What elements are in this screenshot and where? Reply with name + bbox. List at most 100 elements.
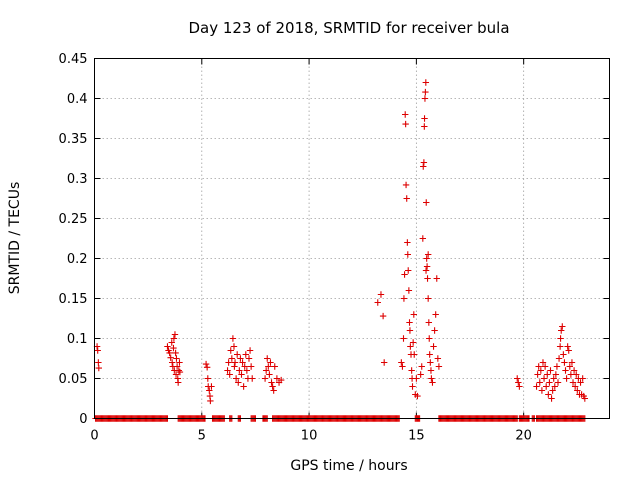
data-point xyxy=(411,351,418,358)
data-point xyxy=(266,371,273,378)
data-point xyxy=(168,359,176,366)
data-point xyxy=(208,383,215,390)
data-point xyxy=(544,371,551,378)
data-point xyxy=(546,379,553,386)
data-point xyxy=(557,335,564,342)
y-tick-label: 0.45 xyxy=(59,52,88,67)
data-point xyxy=(515,379,522,386)
data-point xyxy=(574,387,581,394)
plot-frame xyxy=(94,58,610,419)
data-point xyxy=(577,379,584,386)
data-point xyxy=(172,371,180,378)
data-point xyxy=(226,371,233,378)
data-point xyxy=(174,379,182,386)
data-point xyxy=(426,335,433,342)
data-point xyxy=(408,367,415,374)
data-point xyxy=(228,355,236,362)
y-tick-label: 0.3 xyxy=(67,172,88,187)
data-point xyxy=(539,359,547,366)
data-point xyxy=(571,383,579,390)
data-point xyxy=(563,375,570,382)
data-point xyxy=(569,379,577,386)
data-point xyxy=(561,359,568,366)
data-point xyxy=(423,199,430,206)
data-point xyxy=(565,347,572,354)
data-point xyxy=(431,327,438,334)
data-point xyxy=(206,387,213,394)
data-point xyxy=(514,375,521,382)
data-points xyxy=(92,79,589,422)
data-point xyxy=(573,371,580,378)
data-point xyxy=(564,343,571,350)
data-point xyxy=(404,251,411,258)
data-point xyxy=(558,327,565,334)
data-point xyxy=(270,387,277,394)
data-point xyxy=(433,275,440,282)
data-point xyxy=(429,379,436,386)
data-point xyxy=(173,363,181,370)
data-point xyxy=(231,363,238,370)
data-point xyxy=(547,367,554,374)
data-point xyxy=(420,163,427,170)
data-point xyxy=(401,271,408,278)
data-point xyxy=(170,335,178,342)
data-point xyxy=(400,335,407,342)
data-point xyxy=(203,364,211,371)
data-point xyxy=(423,263,431,270)
x-tick-label: 15 xyxy=(408,429,425,444)
data-point xyxy=(172,349,179,357)
data-point xyxy=(402,120,409,128)
data-point xyxy=(204,375,211,382)
data-point xyxy=(549,387,556,394)
data-point xyxy=(168,339,175,346)
data-point xyxy=(207,397,214,405)
data-point xyxy=(516,383,523,390)
data-point xyxy=(422,79,430,86)
data-point xyxy=(405,267,412,274)
data-point xyxy=(94,347,101,354)
data-point xyxy=(534,371,541,378)
data-point xyxy=(552,371,560,378)
data-point xyxy=(422,88,429,96)
data-point xyxy=(555,355,563,362)
x-tick-label: 10 xyxy=(301,429,318,444)
y-tick-label: 0.1 xyxy=(67,332,88,347)
data-point xyxy=(400,295,408,302)
data-point xyxy=(409,383,416,390)
data-point xyxy=(202,360,210,368)
data-point xyxy=(173,355,180,362)
x-tick-label: 0 xyxy=(90,429,98,444)
data-point xyxy=(553,363,561,370)
data-point xyxy=(167,354,174,361)
data-point xyxy=(581,395,589,402)
data-point xyxy=(407,343,414,350)
data-point xyxy=(420,159,428,166)
data-point xyxy=(418,363,425,370)
data-point xyxy=(548,395,555,402)
data-point xyxy=(232,375,240,382)
data-point xyxy=(432,311,439,318)
data-point xyxy=(241,363,248,370)
data-point xyxy=(170,344,177,352)
data-point xyxy=(430,343,437,350)
data-point xyxy=(237,355,244,362)
data-point xyxy=(268,379,275,386)
data-point xyxy=(570,367,578,374)
data-point xyxy=(403,195,410,202)
data-point xyxy=(540,375,548,382)
data-point xyxy=(424,295,432,302)
data-point xyxy=(267,359,274,366)
data-point xyxy=(550,375,557,382)
y-tick-label: 0.2 xyxy=(67,252,88,267)
data-point xyxy=(434,355,442,362)
data-point xyxy=(404,239,411,246)
data-point xyxy=(380,359,388,366)
data-point xyxy=(164,343,171,350)
y-tick-label: 0.4 xyxy=(67,92,88,107)
data-point xyxy=(249,375,256,382)
data-point xyxy=(265,363,272,370)
data-point xyxy=(176,359,183,366)
data-point xyxy=(541,363,549,370)
data-point xyxy=(236,367,243,374)
data-point xyxy=(423,255,430,262)
